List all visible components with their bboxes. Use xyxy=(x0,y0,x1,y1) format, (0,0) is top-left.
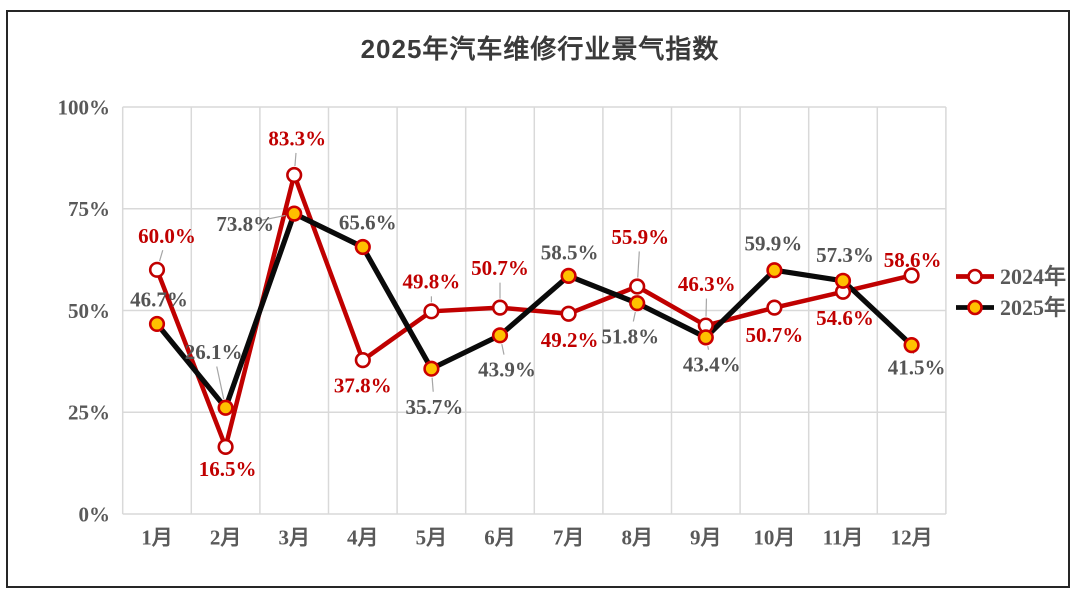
data-point-0-3 xyxy=(354,352,371,369)
data-label-0-7: 55.9% xyxy=(611,225,669,249)
x-axis-tick-7: 8月 xyxy=(621,525,653,549)
x-axis-tick-4: 5月 xyxy=(416,525,448,549)
label-leader-line xyxy=(501,344,505,355)
data-label-1-11: 41.5% xyxy=(888,355,946,379)
x-axis-tick-2: 3月 xyxy=(278,525,310,549)
label-leader-line xyxy=(259,214,286,222)
x-axis-tick-8: 9月 xyxy=(690,525,722,549)
data-label-0-5: 50.7% xyxy=(471,256,529,280)
data-point-1-0 xyxy=(148,315,166,333)
x-axis-tick-10: 11月 xyxy=(823,525,864,549)
data-point-1-11 xyxy=(903,336,920,354)
data-label-1-8: 43.4% xyxy=(683,353,741,377)
label-leader-line xyxy=(158,250,164,262)
label-leader-line xyxy=(431,377,434,392)
data-point-1-10 xyxy=(834,272,852,289)
data-label-1-5: 43.9% xyxy=(478,358,536,382)
data-label-0-9: 50.7% xyxy=(746,323,804,347)
series-line-1 xyxy=(154,211,915,411)
series-line-0 xyxy=(154,172,914,450)
data-label-0-11: 58.6% xyxy=(884,248,942,272)
data-label-0-0: 60.0% xyxy=(138,224,196,248)
data-point-1-6 xyxy=(560,267,577,285)
y-axis-tick-0: 0% xyxy=(79,502,111,526)
y-axis-tick-2: 50% xyxy=(68,299,110,323)
legend-label-0: 2024年 xyxy=(1000,264,1066,289)
data-point-1-3 xyxy=(354,238,371,256)
y-axis-tick-1: 25% xyxy=(68,401,110,425)
data-label-1-10: 57.3% xyxy=(816,243,874,267)
data-point-1-4 xyxy=(423,360,440,377)
data-label-0-4: 49.8% xyxy=(403,270,461,294)
data-label-0-1: 16.5% xyxy=(199,457,257,481)
y-axis-tick-3: 75% xyxy=(68,197,110,221)
data-label-1-9: 59.9% xyxy=(745,232,803,256)
data-point-0-7 xyxy=(629,278,646,295)
label-leader-line xyxy=(707,346,710,350)
data-point-0-1 xyxy=(217,438,234,455)
data-point-0-5 xyxy=(491,299,509,316)
data-point-0-4 xyxy=(423,303,440,320)
data-point-1-5 xyxy=(491,327,509,344)
data-label-1-7: 51.8% xyxy=(601,325,659,349)
data-point-1-7 xyxy=(629,295,646,312)
label-leader-line xyxy=(216,366,225,400)
data-point-1-9 xyxy=(766,262,783,279)
data-point-0-2 xyxy=(286,166,303,184)
label-leader-line xyxy=(294,152,297,167)
data-point-1-8 xyxy=(697,329,714,346)
data-point-0-6 xyxy=(560,305,577,322)
data-label-0-3: 37.8% xyxy=(334,374,392,398)
data-point-0-0 xyxy=(148,261,166,278)
data-point-0-11 xyxy=(903,267,920,284)
x-axis-tick-5: 6月 xyxy=(484,525,516,549)
x-axis-tick-3: 4月 xyxy=(347,525,379,549)
data-label-1-3: 65.6% xyxy=(339,210,397,234)
legend-swatch-marker-1 xyxy=(967,299,983,316)
data-label-0-6: 49.2% xyxy=(541,328,599,352)
chart-title: 2025年汽车维修行业景气指数 xyxy=(360,34,720,64)
data-label-1-6: 58.5% xyxy=(541,240,599,264)
legend-label-1: 2025年 xyxy=(1000,295,1066,320)
label-leader-line xyxy=(637,251,640,278)
data-label-1-0: 46.7% xyxy=(130,287,188,311)
y-axis-tick-4: 100% xyxy=(58,95,111,119)
legend-swatch-marker-0 xyxy=(967,268,983,285)
data-point-1-1 xyxy=(217,399,234,416)
data-label-1-1: 26.1% xyxy=(185,340,243,364)
data-label-0-8: 46.3% xyxy=(678,272,736,296)
x-axis-tick-9: 10月 xyxy=(753,525,795,549)
data-label-0-10: 54.6% xyxy=(816,306,874,330)
data-label-0-2: 83.3% xyxy=(268,126,326,150)
x-axis-tick-6: 7月 xyxy=(553,525,585,549)
x-axis-tick-0: 1月 xyxy=(141,525,173,549)
data-label-1-2: 73.8% xyxy=(216,212,274,236)
data-point-1-2 xyxy=(286,205,303,222)
x-axis-tick-11: 12月 xyxy=(891,525,933,549)
data-point-0-9 xyxy=(766,299,783,316)
data-label-1-4: 35.7% xyxy=(406,395,464,419)
label-leader-line xyxy=(632,311,636,322)
x-axis-tick-1: 2月 xyxy=(210,525,242,549)
